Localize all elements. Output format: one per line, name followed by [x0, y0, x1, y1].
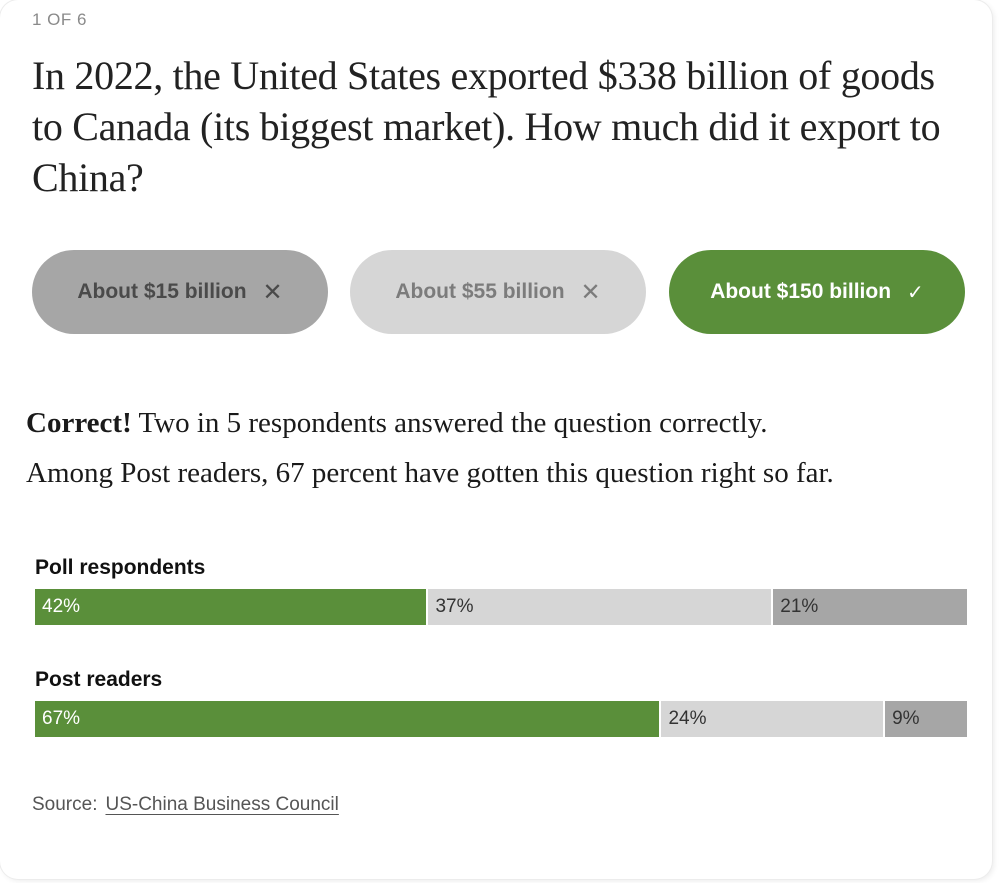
bar-segment-55-billion: 37% [426, 589, 772, 625]
answer-label: About $150 billion [710, 280, 892, 303]
source-link[interactable]: US-China Business Council [105, 794, 339, 815]
bar-segment-correct: 67% [35, 701, 660, 737]
close-icon: ✕ [580, 278, 601, 306]
post-readers-bar: 67% 24% 9% [35, 701, 967, 737]
source-line: Source: US-China Business Council [32, 794, 339, 816]
bar-segment-15-billion: 9% [883, 701, 967, 737]
post-readers-label: Post readers [35, 668, 163, 691]
answer-options: About $15 billion ✕ About $55 billion ✕ … [32, 250, 965, 334]
answer-label: About $15 billion [77, 280, 247, 303]
feedback-line-2: Among Post readers, 67 percent have gott… [26, 457, 834, 489]
bar-segment-correct: 42% [35, 589, 427, 625]
bar-segment-15-billion: 21% [771, 589, 967, 625]
answer-option-55-billion[interactable]: About $55 billion ✕ [350, 250, 646, 334]
feedback-line-1: Correct! Two in 5 respondents answered t… [26, 398, 986, 448]
question-counter: 1 OF 6 [32, 10, 87, 29]
answer-option-15-billion[interactable]: About $15 billion ✕ [32, 250, 328, 334]
source-label: Source: [32, 794, 98, 815]
question-text: In 2022, the United States exported $338… [32, 53, 941, 200]
answer-label: About $55 billion [395, 280, 565, 303]
close-icon: ✕ [262, 278, 283, 306]
check-icon: ✓ [907, 281, 924, 304]
poll-respondents-bar: 42% 37% 21% [35, 589, 967, 625]
answer-feedback: Correct! Two in 5 respondents answered t… [26, 398, 986, 498]
feedback-lead: Correct! [26, 407, 132, 439]
poll-respondents-label: Poll respondents [35, 556, 206, 579]
feedback-text: Two in 5 respondents answered the questi… [131, 407, 768, 439]
answer-option-150-billion[interactable]: About $150 billion ✓ [669, 250, 965, 334]
bar-segment-55-billion: 24% [659, 701, 884, 737]
